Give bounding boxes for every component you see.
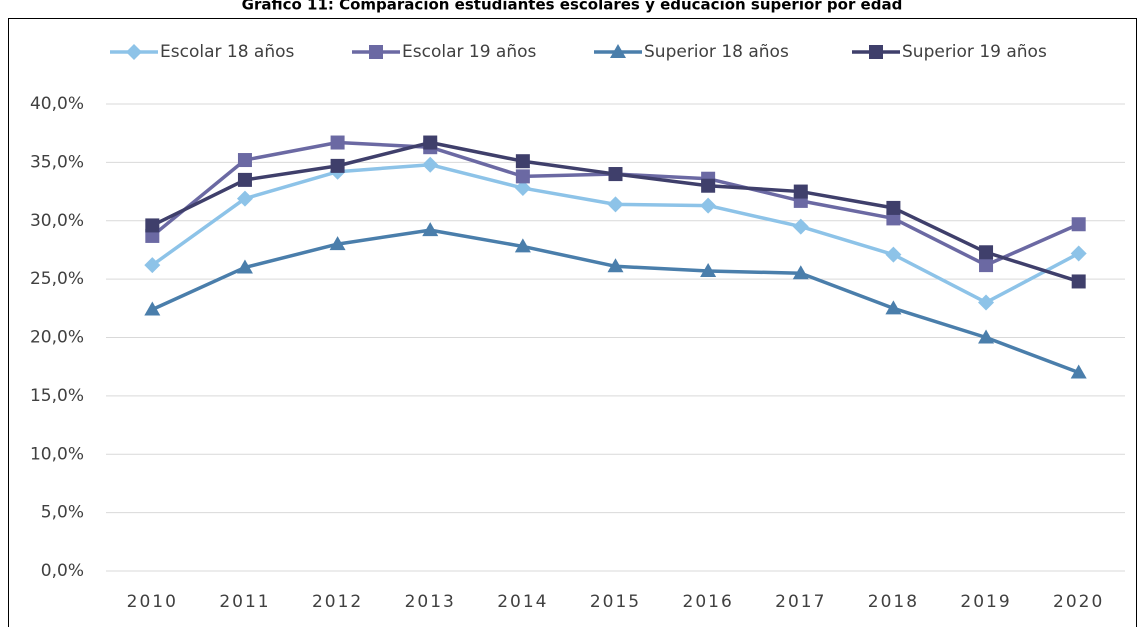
y-tick-label: 5,0% xyxy=(41,503,84,523)
y-tick-label: 0,0% xyxy=(41,561,84,581)
x-tick-label: 2017 xyxy=(775,592,826,612)
marker xyxy=(978,294,995,311)
marker xyxy=(514,180,531,197)
marker xyxy=(330,158,345,173)
y-tick-label: 15,0% xyxy=(30,386,84,406)
marker xyxy=(607,258,624,273)
x-tick-label: 2019 xyxy=(960,592,1011,612)
marker xyxy=(792,265,809,280)
marker xyxy=(793,184,808,199)
y-tick-label: 40,0% xyxy=(30,94,84,114)
marker xyxy=(869,45,883,59)
marker xyxy=(792,218,809,235)
marker xyxy=(237,153,252,168)
legend-label: Escolar 18 años xyxy=(160,42,295,62)
chart-title: Gráfico 11: Comparación estudiantes esco… xyxy=(242,0,903,14)
marker xyxy=(145,228,160,243)
y-tick-label: 35,0% xyxy=(30,152,84,172)
marker xyxy=(700,197,717,214)
y-tick-label: 10,0% xyxy=(30,444,84,464)
marker xyxy=(515,169,530,184)
marker xyxy=(144,257,161,274)
marker xyxy=(885,300,902,315)
marker xyxy=(608,167,623,182)
marker xyxy=(330,135,345,150)
marker xyxy=(886,200,901,215)
legend-label: Escolar 19 años xyxy=(402,42,537,62)
marker xyxy=(145,218,160,233)
chart-frame xyxy=(8,18,1137,627)
marker xyxy=(885,246,902,263)
marker xyxy=(423,135,438,150)
legend-label: Superior 19 años xyxy=(902,42,1047,62)
marker xyxy=(514,238,531,253)
x-tick-label: 2020 xyxy=(1053,592,1104,612)
x-tick-label: 2015 xyxy=(590,592,641,612)
marker xyxy=(607,196,624,213)
x-tick-label: 2018 xyxy=(868,592,919,612)
marker xyxy=(422,156,439,173)
marker xyxy=(700,262,717,277)
y-tick-label: 20,0% xyxy=(30,328,84,348)
marker xyxy=(237,172,252,187)
x-tick-label: 2014 xyxy=(497,592,548,612)
marker xyxy=(236,190,253,207)
marker xyxy=(422,222,439,237)
marker xyxy=(978,329,995,344)
x-tick-label: 2016 xyxy=(683,592,734,612)
marker xyxy=(329,236,346,251)
marker xyxy=(1071,274,1086,289)
x-tick-label: 2011 xyxy=(219,592,270,612)
marker xyxy=(701,178,716,193)
x-tick-label: 2010 xyxy=(127,592,178,612)
marker xyxy=(979,245,994,260)
marker xyxy=(1070,245,1087,262)
marker xyxy=(144,301,161,316)
legend-label: Superior 18 años xyxy=(644,42,789,62)
marker xyxy=(515,154,530,169)
marker xyxy=(979,258,994,273)
y-tick-label: 25,0% xyxy=(30,269,84,289)
marker xyxy=(369,45,383,59)
x-tick-label: 2012 xyxy=(312,592,363,612)
marker xyxy=(1070,364,1087,379)
marker xyxy=(886,211,901,226)
marker xyxy=(1071,217,1086,232)
y-tick-label: 30,0% xyxy=(30,211,84,231)
marker xyxy=(126,44,142,60)
x-tick-label: 2013 xyxy=(405,592,456,612)
marker xyxy=(236,259,253,274)
marker xyxy=(610,44,626,58)
